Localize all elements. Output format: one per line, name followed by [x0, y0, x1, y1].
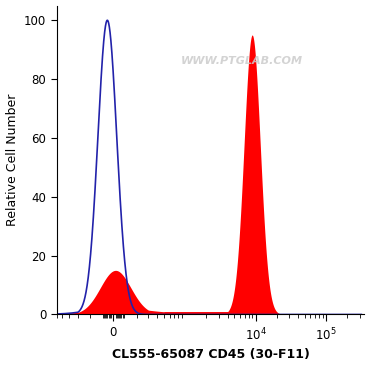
X-axis label: CL555-65087 CD45 (30-F11): CL555-65087 CD45 (30-F11) [112, 348, 310, 361]
Y-axis label: Relative Cell Number: Relative Cell Number [6, 94, 18, 226]
Text: WWW.PTGLAB.COM: WWW.PTGLAB.COM [180, 56, 302, 66]
